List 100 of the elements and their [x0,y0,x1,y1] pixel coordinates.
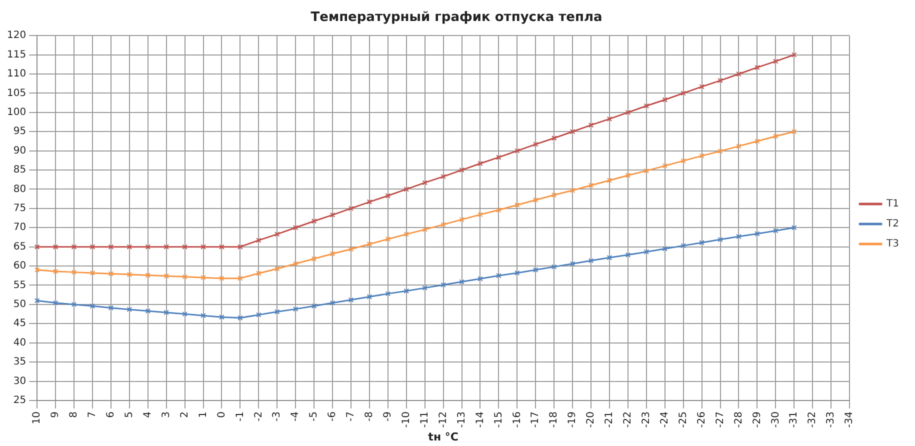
y-tick-label: 50 [13,299,26,310]
point [588,258,594,264]
point [108,244,114,250]
point [514,202,520,208]
x-tick-label: -24 [659,411,670,428]
x-tick-label: -30 [770,411,782,428]
y-tick-label: 65 [13,241,26,252]
point [551,264,557,270]
point [773,228,778,234]
point [90,244,96,250]
y-tick-label: 105 [6,88,26,99]
point [699,240,704,246]
point [292,225,298,230]
y-tick-label: 45 [13,318,26,330]
x-tick-label: -2 [253,411,264,422]
point [145,308,150,314]
point [71,270,77,275]
point [644,249,650,254]
point [145,272,150,278]
x-tick-label: -11 [419,411,430,428]
point [680,158,686,164]
point [514,270,520,276]
point [606,178,612,184]
x-tick-label: -10 [400,411,412,428]
point [366,242,372,247]
x-tick-label: -31 [788,411,800,428]
x-tick-label: -14 [474,411,486,428]
point [680,243,686,248]
chart-title: Температурный график отпуска тепла [310,10,602,26]
point [274,266,280,272]
point [754,231,760,236]
point [200,312,206,318]
y-tick-label: 25 [13,395,26,406]
x-tick-label: -28 [733,411,744,428]
point [478,212,483,218]
x-tick-label: 8 [68,411,80,418]
point [440,174,446,180]
point [570,188,576,193]
point [238,244,243,250]
point [680,90,686,96]
y-tick-label: 100 [6,107,26,118]
point [292,306,298,312]
point [588,122,594,128]
point [274,309,280,314]
point [292,261,298,266]
x-tick-label: -23 [641,411,652,428]
x-tick-label: 2 [179,411,190,418]
point [145,244,150,250]
point [422,285,428,291]
point [496,154,502,160]
point [625,252,631,258]
point [551,136,557,141]
x-tick-label: -21 [604,411,616,428]
point [422,180,428,186]
x-tick-label: -3 [272,411,283,422]
x-tick-label: 7 [87,411,98,418]
x-tick-label: -18 [548,411,560,428]
point [182,244,188,250]
point [200,274,206,280]
point [348,206,354,212]
point [404,288,409,294]
point [274,232,280,237]
point [570,261,576,266]
point [330,300,336,306]
point [478,276,483,282]
x-tick-label: -4 [290,411,302,422]
point [71,302,77,308]
y-tick-label: 90 [13,145,26,156]
x-tick-label: -25 [678,411,689,428]
x-tick-label: -5 [308,411,320,422]
x-tick-label: -27 [714,411,726,428]
y-tick-label: 55 [13,280,26,291]
point [348,297,354,302]
x-tick-label: -34 [844,411,856,428]
legend-label: T2 [886,218,900,230]
x-tick-label: -13 [456,411,468,428]
point [718,236,723,242]
x-tick-label: 9 [50,411,62,418]
point [606,116,612,122]
point [533,142,538,147]
point [699,153,704,158]
point [164,310,169,316]
x-tick-label: 6 [106,411,117,418]
x-tick-label: -17 [530,411,542,428]
x-tick-label: 5 [124,411,136,418]
point [625,172,631,178]
point [422,226,428,232]
point [533,197,538,203]
point [662,246,668,252]
point [385,291,391,296]
point [718,78,723,84]
point [496,207,502,213]
point [385,236,391,242]
point [385,193,391,198]
point [366,294,372,300]
point [219,276,224,281]
point [736,144,742,149]
point [514,148,520,154]
x-tick-label: -26 [696,411,708,428]
y-tick-label: 80 [13,184,26,195]
